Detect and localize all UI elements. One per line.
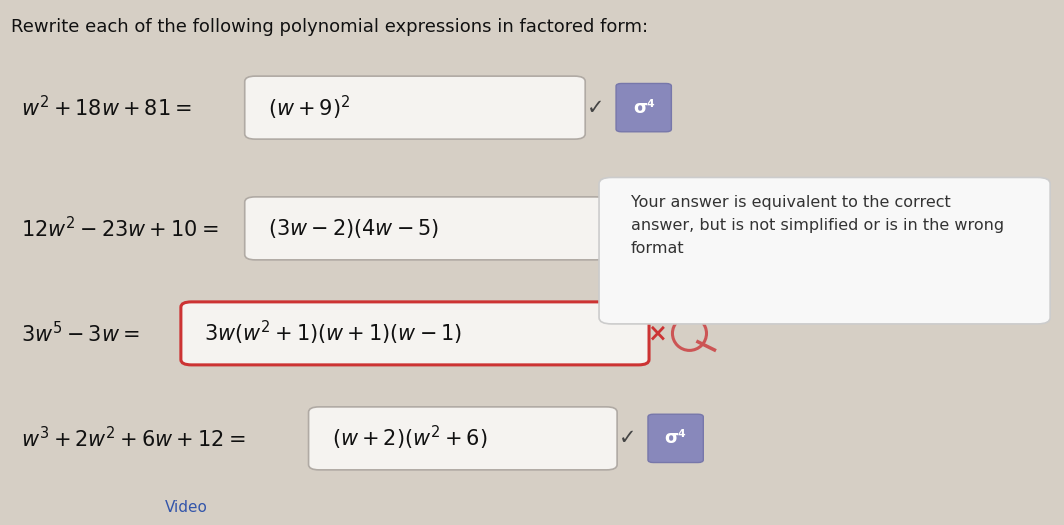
FancyBboxPatch shape: [181, 302, 649, 365]
Text: $w^3+2w^2+6w+12=$: $w^3+2w^2+6w+12=$: [21, 426, 246, 451]
Text: ✓: ✓: [587, 98, 604, 118]
Text: $3w^5-3w=$: $3w^5-3w=$: [21, 321, 140, 346]
FancyBboxPatch shape: [616, 83, 671, 132]
FancyBboxPatch shape: [245, 76, 585, 139]
FancyBboxPatch shape: [309, 407, 617, 470]
FancyBboxPatch shape: [245, 197, 606, 260]
Text: $w^2+18w+81=$: $w^2+18w+81=$: [21, 95, 193, 120]
FancyBboxPatch shape: [599, 177, 1050, 324]
Text: ×: ×: [647, 321, 667, 345]
Text: σ⁴: σ⁴: [654, 219, 676, 237]
Text: $3w(w^2+1)(w+1)(w-1)$: $3w(w^2+1)(w+1)(w-1)$: [204, 319, 463, 348]
Text: ✓: ✓: [609, 218, 626, 238]
Text: σ⁴: σ⁴: [633, 99, 654, 117]
Text: $12w^2-23w+10=$: $12w^2-23w+10=$: [21, 216, 219, 241]
Text: Rewrite each of the following polynomial expressions in factored form:: Rewrite each of the following polynomial…: [11, 18, 648, 36]
Text: σ⁴: σ⁴: [665, 429, 686, 447]
Text: $(w+9)^2$: $(w+9)^2$: [268, 93, 350, 122]
Text: $(3w-2)(4w-5)$: $(3w-2)(4w-5)$: [268, 217, 439, 240]
Text: Video: Video: [165, 499, 207, 514]
Text: Your answer is equivalent to the correct
answer, but is not simplified or is in : Your answer is equivalent to the correct…: [631, 195, 1004, 256]
FancyBboxPatch shape: [637, 204, 693, 253]
Text: $(w+2)(w^2+6)$: $(w+2)(w^2+6)$: [332, 424, 487, 453]
Text: ✓: ✓: [619, 428, 636, 448]
FancyBboxPatch shape: [648, 414, 703, 463]
